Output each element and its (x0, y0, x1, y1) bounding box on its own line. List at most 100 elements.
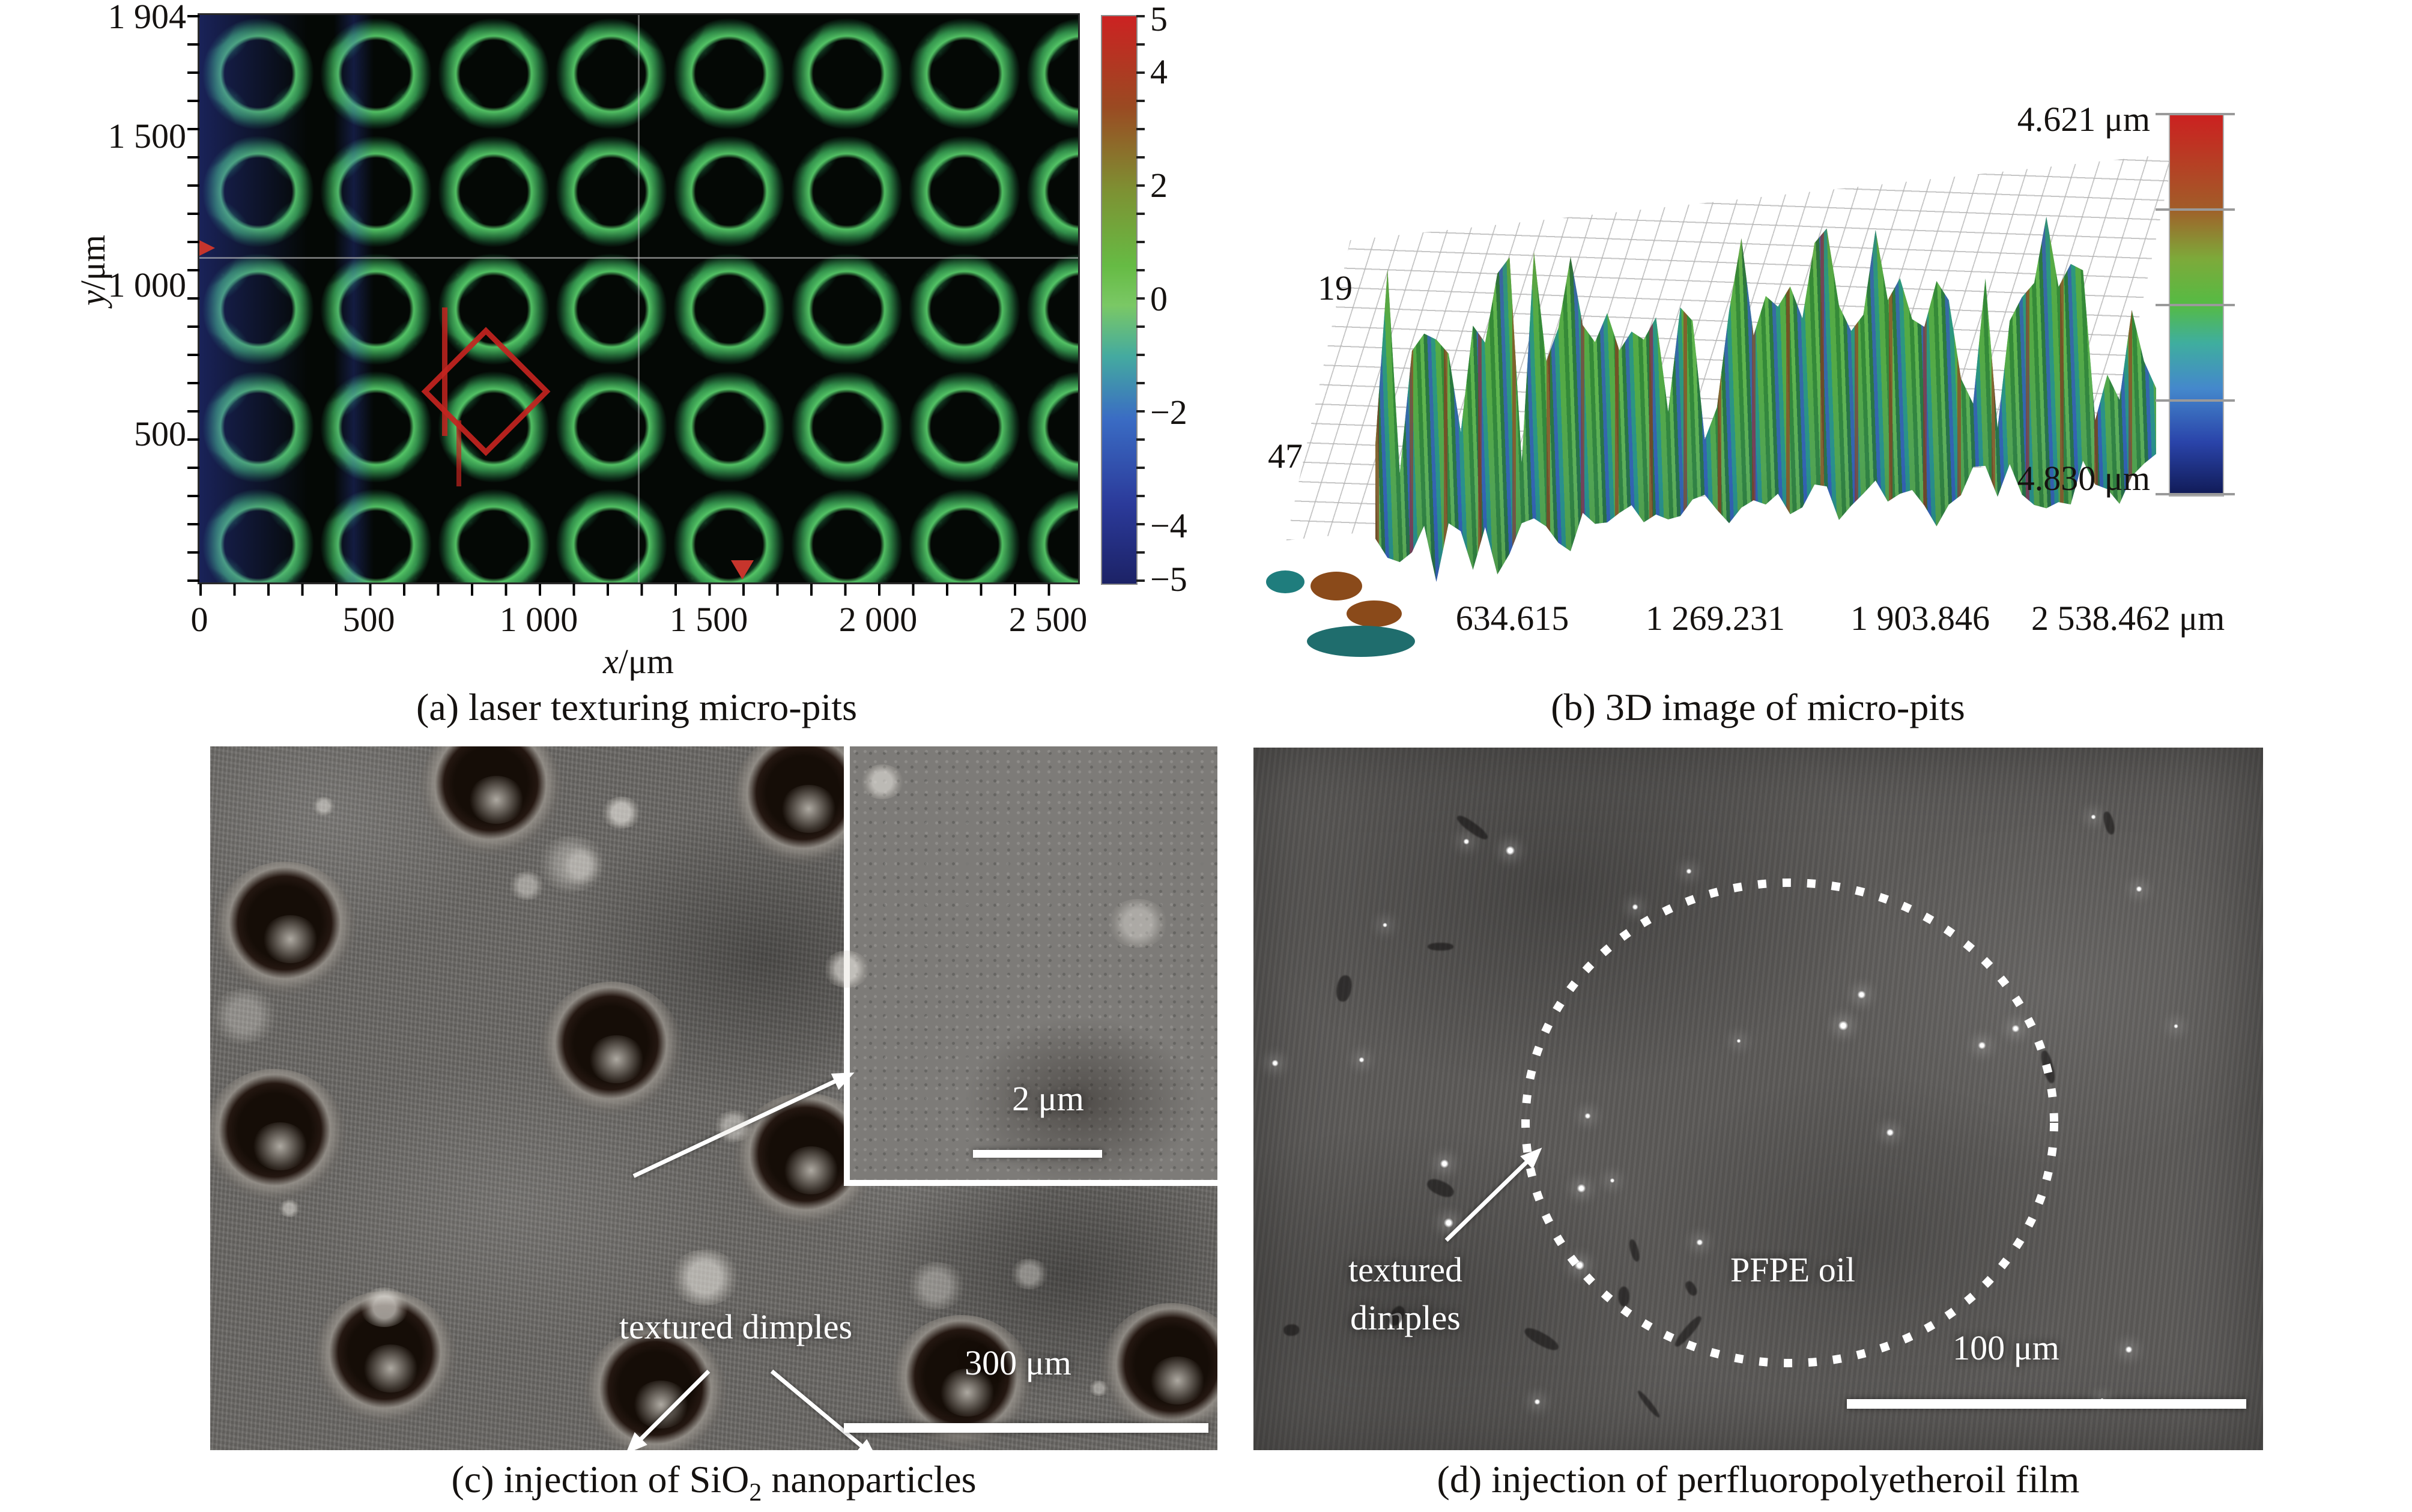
sem-speck (2090, 814, 2097, 820)
nanoparticle-cluster (312, 797, 335, 815)
panel-c-caption-pre: (c) injection of SiO (451, 1458, 750, 1501)
panel-a-blue-region (199, 15, 308, 582)
sem-c-inset-image: 2 μm (844, 746, 1217, 1186)
panel-a-colorbar-tick-0: 0 (1150, 279, 1168, 318)
sem-speck (1382, 922, 1387, 928)
sem-speck (1631, 903, 1638, 910)
inset-scalebar (973, 1150, 1102, 1158)
panel-a-red-line-marker (442, 307, 447, 436)
panel-a-colorbar-tick-4: 4 (1150, 52, 1168, 91)
panel-c-caption: (c) injection of SiO2 nanoparticles (210, 1458, 1217, 1512)
sem-speck (1504, 845, 1515, 856)
sem-c-image: 2 μm textured dimples 300 μm (210, 746, 1217, 1450)
dimple (314, 1291, 456, 1424)
panel-a-x-axis-label-var: x (602, 642, 619, 681)
panel-d-caption: (d) injection of perfluoropolyetheroil f… (1437, 1458, 2080, 1501)
panel-b-colorbar-tick-2 (2156, 208, 2235, 211)
panel-a-colorbar-tick-neg5: −5 (1150, 560, 1187, 599)
dimple (584, 1327, 727, 1450)
panel-b-x-tick-4: 2 538.462 (2031, 599, 2171, 638)
panel-b-origin-blob-teal-1 (1266, 570, 1304, 593)
nanoparticle-cluster (508, 871, 545, 901)
scalebar-c (844, 1423, 1208, 1433)
dimple (1100, 1303, 1217, 1436)
panel-a-y-axis-ticks (187, 15, 199, 584)
panel-a-y-tick-1000: 1 000 (108, 265, 187, 304)
panel-b-colorbar-tick-4 (2156, 399, 2235, 402)
scalebar-label-d: 100 μm (1953, 1328, 2059, 1367)
sem-speck (1443, 1217, 1454, 1229)
nanoparticle-cluster (823, 950, 870, 988)
dimple (539, 982, 682, 1115)
panel-b-x-tick-2: 1 269.231 (1646, 599, 1785, 638)
sem-speck (2011, 1024, 2020, 1033)
nanoparticle-cluster (670, 1249, 740, 1305)
sem-speck (1610, 1178, 1615, 1184)
panel-a-colorbar-ticks (1136, 15, 1145, 584)
dimple (210, 1069, 346, 1202)
nanoparticle-cluster (1108, 899, 1168, 948)
sem-speck (1736, 1038, 1741, 1044)
sem-speck (1885, 1128, 1894, 1137)
sem-speck (1577, 1184, 1586, 1194)
sem-speck (2100, 1397, 2104, 1402)
panel-a-red-arrow-marker (199, 240, 215, 256)
sem-speck (1534, 1398, 1541, 1406)
arrow-to-dimple-right (770, 1369, 865, 1450)
nanoparticle-cluster (601, 796, 641, 829)
panel-a-colorbar-tick-neg4: −4 (1150, 506, 1187, 545)
panel-b-x-axis-unit: μm (2179, 599, 2225, 638)
panel-a-y-axis-label-unit: /μm (73, 234, 113, 291)
dimple (419, 746, 562, 856)
sem-speck (2125, 1346, 2133, 1353)
sem-speck (1462, 838, 1470, 845)
panel-a-heatmap (198, 13, 1080, 584)
panel-a-y-tick-1904: 1 904 (108, 0, 187, 36)
sem-speck (1686, 868, 1692, 875)
sem-d-image: textured dimples PFPE oil 100 μm (1253, 748, 2263, 1450)
panel-a-crosshair-vertical (638, 15, 640, 582)
nanoparticle-cluster (713, 1110, 753, 1143)
textured-dimples-label-c: textured dimples (619, 1307, 853, 1346)
nanoparticle-cluster (906, 1262, 966, 1310)
nanoparticle-cluster (861, 764, 904, 799)
sem-speck (1440, 1159, 1449, 1169)
panel-b-colorbar-tick-1 (2156, 113, 2235, 115)
sem-speck (2136, 886, 2143, 893)
panel-b-colorbar-tick-3 (2156, 304, 2235, 306)
sem-speck (1359, 1057, 1365, 1063)
panel-a-colorbar (1101, 15, 1138, 585)
panel-a-colorbar-tick-5: 5 (1150, 0, 1168, 38)
sem-speck (1977, 1041, 1987, 1050)
panel-c-caption-sub: 2 (749, 1478, 762, 1507)
panel-a-colorbar-tick-2: 2 (1150, 166, 1168, 205)
dimple (213, 862, 356, 995)
panel-a-y-tick-1500: 1 500 (108, 116, 187, 156)
panel-b-caption: (b) 3D image of micro-pits (1551, 686, 1965, 728)
panel-a-crosshair-horizontal (199, 257, 1078, 259)
textured-label-d-line1: textured (1348, 1250, 1463, 1289)
pfpe-oil-dotted-circle (1521, 878, 2058, 1367)
panel-a-x-tick-500: 500 (342, 600, 395, 639)
panel-a-y-axis-label: y/μm (73, 234, 113, 306)
sem-speck (1584, 1112, 1591, 1119)
nanoparticle-cluster (557, 847, 604, 885)
nanoparticle-cluster (278, 1199, 301, 1218)
textured-label-d-line2: dimples (1350, 1298, 1461, 1337)
panel-a-caption: (a) laser texturing micro-pits (416, 686, 857, 728)
pfpe-oil-label: PFPE oil (1730, 1250, 1855, 1289)
panel-a-colorbar-tick-neg2: −2 (1150, 393, 1187, 432)
panel-b-x-tick-3: 1 903.846 (1850, 599, 1990, 638)
panel-a-x-axis-ticks (199, 584, 1080, 596)
nanoparticle-cluster (537, 835, 608, 892)
sem-speck (1696, 1239, 1703, 1247)
scalebar-d (1847, 1399, 2246, 1409)
panel-a-x-tick-1000: 1 000 (499, 600, 578, 639)
nanoparticle-cluster (1010, 1258, 1049, 1290)
sem-speck (1838, 1020, 1849, 1031)
nanoparticle-cluster (210, 988, 278, 1043)
sem-speck (1857, 990, 1867, 1000)
panel-b-colorbar-min-label: 4.830 μm (2017, 459, 2150, 498)
inset-scalebar-label: 2 μm (1012, 1079, 1084, 1118)
